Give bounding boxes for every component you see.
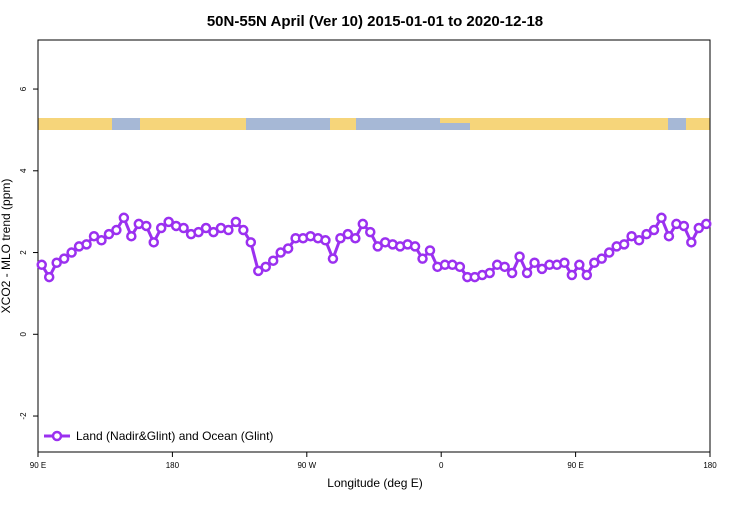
data-point — [365, 226, 376, 238]
data-point — [417, 253, 428, 264]
data-point — [178, 222, 189, 234]
data-point — [581, 269, 593, 281]
data-point — [633, 235, 645, 246]
data-point — [327, 253, 339, 264]
data-point — [350, 232, 361, 244]
data-point — [678, 220, 690, 232]
data-point — [141, 220, 152, 232]
data-point — [693, 222, 705, 234]
data-point — [282, 243, 294, 254]
data-point — [506, 267, 518, 279]
x-tick-label: 0 — [439, 461, 444, 470]
data-point — [193, 226, 204, 238]
land-ocean-band — [38, 118, 710, 130]
data-point — [499, 261, 510, 273]
data-point — [335, 232, 346, 244]
data-point — [43, 271, 55, 283]
data-point — [208, 226, 219, 238]
y-tick-label: 0 — [19, 332, 28, 337]
x-tick-label: 90 E — [30, 461, 46, 470]
y-tick-label: 6 — [19, 86, 28, 91]
plot-frame — [37, 39, 711, 453]
data-point — [372, 241, 383, 252]
data-point — [111, 224, 122, 236]
y-tick-label: 4 — [19, 168, 28, 173]
data-point — [559, 257, 570, 269]
data-point — [223, 224, 234, 236]
data-point — [596, 253, 607, 264]
data-point — [342, 228, 354, 240]
data-point — [88, 230, 100, 242]
legend-marker — [51, 430, 63, 442]
data-point — [357, 218, 369, 230]
data-point — [238, 224, 249, 236]
data-point — [626, 230, 637, 242]
data-point — [118, 212, 130, 224]
data-point — [603, 247, 615, 258]
data-point — [663, 230, 675, 242]
data-point — [618, 239, 630, 250]
data-point — [58, 253, 70, 264]
data-point — [96, 235, 107, 246]
data-point — [148, 237, 159, 248]
data-point — [36, 259, 47, 271]
y-tick-label: 2 — [19, 250, 28, 255]
data-point — [454, 261, 466, 273]
y-tick-label: -2 — [19, 412, 28, 420]
data-point — [514, 251, 525, 262]
data-point — [484, 267, 495, 279]
data-point — [155, 222, 167, 234]
data-point — [656, 212, 667, 224]
y-axis-label: XCO2 - MLO trend (ppm) — [0, 179, 13, 314]
data-point — [686, 237, 697, 248]
data-point — [566, 269, 578, 281]
data-point — [648, 224, 660, 236]
x-tick-label: 180 — [703, 461, 717, 470]
data-point — [126, 230, 137, 242]
data-point — [424, 245, 436, 256]
x-tick-label: 90 W — [297, 461, 316, 470]
data-point — [275, 247, 286, 258]
data-point — [66, 247, 77, 258]
data-point — [260, 261, 271, 273]
data-point — [536, 263, 548, 275]
data-point — [409, 241, 421, 252]
x-axis-label: Longitude (deg E) — [327, 476, 422, 490]
data-point — [320, 235, 331, 246]
data-point — [701, 218, 712, 230]
x-tick-label: 180 — [166, 461, 180, 470]
data-point — [267, 255, 279, 266]
data-point — [103, 228, 115, 240]
data-point — [245, 237, 257, 248]
data-point — [529, 257, 540, 269]
data-point — [163, 216, 174, 228]
data-point — [51, 257, 62, 269]
legend-label: Land (Nadir&Glint) and Ocean (Glint) — [76, 429, 273, 443]
data-point — [200, 222, 212, 234]
data-point — [230, 216, 242, 228]
data-point — [253, 265, 264, 277]
data-point — [521, 267, 533, 279]
data-point — [641, 228, 652, 240]
data-point — [589, 257, 600, 269]
data-point — [81, 239, 92, 250]
data-point — [574, 259, 585, 271]
chart-title: 50N-55N April (Ver 10) 2015-01-01 to 202… — [207, 13, 543, 30]
x-tick-label: 90 E — [567, 461, 583, 470]
